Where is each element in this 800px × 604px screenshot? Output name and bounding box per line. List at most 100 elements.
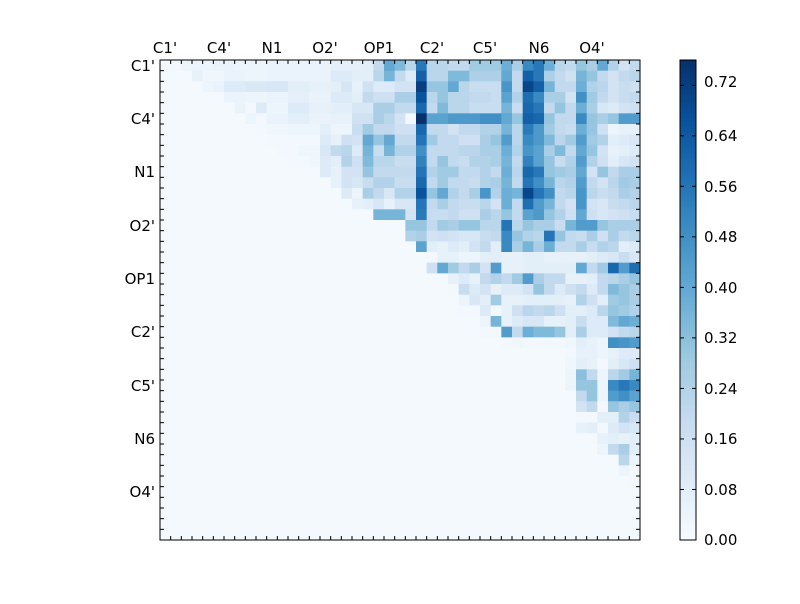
- heatmap-cell: [501, 209, 513, 221]
- heatmap-cell: [160, 348, 566, 360]
- heatmap-cell: [586, 220, 598, 232]
- heatmap-cell: [565, 380, 577, 392]
- heatmap-cell: [160, 369, 566, 381]
- heatmap-cell: [266, 92, 289, 104]
- heatmap-cell: [512, 305, 524, 317]
- heatmap-cell: [629, 358, 641, 370]
- heatmap-cell: [437, 102, 449, 114]
- heatmap-cell: [608, 422, 620, 434]
- heatmap-cell: [533, 92, 545, 104]
- heatmap-cell: [597, 305, 609, 317]
- heatmap-cell: [341, 134, 353, 146]
- heatmap-cell: [597, 145, 609, 157]
- heatmap-cell: [629, 369, 641, 381]
- heatmap-cell: [341, 156, 353, 168]
- heatmap-cell: [458, 198, 481, 210]
- heatmap-cell: [416, 177, 428, 189]
- heatmap-cell: [448, 92, 470, 104]
- heatmap-cell: [352, 70, 374, 82]
- heatmap-cell: [437, 188, 449, 200]
- heatmap-cell: [160, 401, 577, 413]
- heatmap-cell: [202, 70, 225, 82]
- heatmap-cell: [522, 209, 534, 221]
- heatmap-cell: [597, 60, 609, 72]
- heatmap-cell: [629, 284, 641, 296]
- colorbar-tick-label: 0.48: [704, 228, 737, 246]
- heatmap-cell: [490, 273, 502, 285]
- heatmap-cell: [373, 188, 385, 200]
- heatmap-cell: [544, 326, 556, 338]
- heatmap-cell: [597, 124, 609, 136]
- heatmap-cell: [373, 134, 385, 146]
- heatmap-cell: [341, 145, 353, 157]
- heatmap-cell: [618, 337, 630, 349]
- heatmap-cell: [416, 81, 428, 93]
- heatmap-cell: [629, 60, 641, 72]
- heatmap-cell: [565, 230, 577, 242]
- heatmap-cell: [405, 113, 417, 125]
- heatmap-cell: [554, 156, 566, 168]
- heatmap-cell: [512, 92, 524, 104]
- heatmap-cell: [554, 209, 566, 221]
- heatmap-cell: [480, 124, 502, 136]
- heatmap-cell: [362, 81, 374, 93]
- heatmap-cell: [341, 166, 364, 178]
- heatmap-cell: [597, 390, 609, 402]
- heatmap-cell: [576, 124, 588, 136]
- y-tick-label: C4': [131, 110, 155, 128]
- heatmap-cell: [320, 124, 332, 136]
- heatmap-cell: [480, 326, 492, 338]
- heatmap-cell: [469, 177, 481, 189]
- heatmap-cell: [426, 166, 438, 178]
- heatmap-cell: [533, 284, 545, 296]
- heatmap-cell: [469, 156, 492, 168]
- heatmap-cell: [309, 81, 332, 93]
- heatmap-cell: [373, 102, 396, 114]
- heatmap-cell: [565, 326, 577, 338]
- heatmap-cell: [629, 476, 641, 488]
- heatmap-cell: [330, 134, 342, 146]
- heatmap-cell: [437, 92, 449, 104]
- heatmap-cell: [160, 262, 428, 274]
- heatmap-cell: [160, 380, 566, 392]
- heatmap-cell: [352, 102, 374, 114]
- heatmap-cell: [618, 166, 630, 178]
- heatmap-cell: [416, 124, 428, 136]
- heatmap-cell: [586, 422, 598, 434]
- heatmap-cell: [544, 177, 556, 189]
- heatmap-cell: [629, 380, 641, 392]
- heatmap-cell: [330, 70, 353, 82]
- heatmap-cell: [544, 166, 556, 178]
- heatmap-cell: [416, 220, 428, 232]
- heatmap-cell: [618, 284, 630, 296]
- heatmap-cell: [565, 252, 588, 264]
- heatmap-cell: [416, 209, 428, 221]
- heatmap-cell: [608, 209, 620, 221]
- heatmap-cell: [352, 198, 364, 210]
- heatmap-cell: [416, 70, 428, 82]
- heatmap-cell: [565, 134, 577, 146]
- heatmap-cell: [501, 284, 524, 296]
- heatmap-cell: [224, 92, 246, 104]
- heatmap-cell: [373, 81, 396, 93]
- heatmap-cell: [618, 273, 630, 285]
- heatmap-cell: [608, 337, 620, 349]
- heatmap-cell: [426, 134, 438, 146]
- heatmap-cell: [618, 444, 630, 456]
- heatmap-cell: [160, 60, 182, 72]
- heatmap-cell: [586, 358, 598, 370]
- heatmap-cell: [330, 60, 364, 72]
- heatmap-cell: [597, 113, 609, 125]
- heatmap-cell: [544, 81, 556, 93]
- heatmap-cell: [309, 113, 332, 125]
- heatmap-cell: [618, 252, 630, 264]
- heatmap-cell: [597, 230, 609, 242]
- heatmap-cell: [522, 81, 534, 93]
- heatmap-cell: [629, 198, 641, 210]
- heatmap-cell: [501, 113, 513, 125]
- heatmap-cell: [160, 188, 342, 200]
- x-tick-label: C1': [153, 39, 177, 57]
- heatmap-cell: [160, 529, 641, 541]
- heatmap-cell: [458, 81, 470, 93]
- heatmap-cell: [480, 188, 492, 200]
